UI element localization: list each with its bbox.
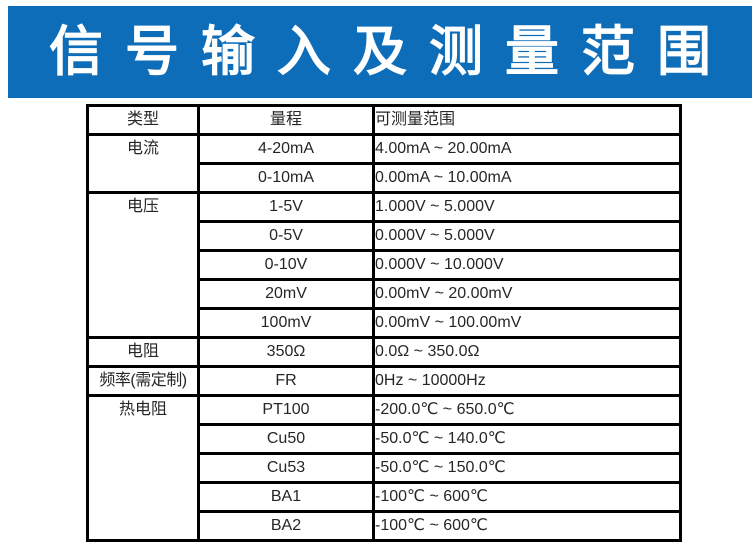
value-cell: 0.00mV ~ 100.00mV <box>372 307 682 339</box>
value-cell: 0.00mV ~ 20.00mV <box>372 278 682 310</box>
table-row: Cu50 -50.0℃ ~ 140.0℃ <box>88 423 682 455</box>
table-row: 100mV 0.00mV ~ 100.00mV <box>88 307 682 339</box>
value-cell: 0Hz ~ 10000Hz <box>372 365 682 397</box>
value-cell: -200.0℃ ~ 650.0℃ <box>372 394 682 426</box>
table-row: 电阻 350Ω 0.0Ω ~ 350.0Ω <box>86 336 682 368</box>
range-cell: 0-10V <box>197 249 375 281</box>
value-cell: 0.0Ω ~ 350.0Ω <box>372 336 682 368</box>
range-cell: Cu50 <box>197 423 375 455</box>
type-cell-current: 电流 <box>86 133 200 194</box>
range-cell: 1-5V <box>197 191 375 223</box>
value-cell: -50.0℃ ~ 140.0℃ <box>372 423 682 455</box>
page-title: 信号输入及测量范围 <box>49 22 733 82</box>
range-cell: PT100 <box>197 394 375 426</box>
type-cell-voltage: 电压 <box>86 191 200 339</box>
table-row: 0-5V 0.000V ~ 5.000V <box>88 220 682 252</box>
table-row: 20mV 0.00mV ~ 20.00mV <box>88 278 682 310</box>
value-cell: 4.00mA ~ 20.00mA <box>372 133 682 165</box>
range-cell: BA2 <box>197 510 375 542</box>
table-row: 电流 4-20mA 4.00mA ~ 20.00mA <box>86 133 682 194</box>
type-cell-resistance: 电阻 <box>86 336 200 368</box>
page-banner: 信号输入及测量范围 <box>8 6 752 98</box>
table-row: 频率(需定制) FR 0Hz ~ 10000Hz <box>86 365 682 397</box>
value-cell: 0.000V ~ 10.000V <box>372 249 682 281</box>
table-row: Cu53 -50.0℃ ~ 150.0℃ <box>88 452 682 484</box>
range-cell: 20mV <box>197 278 375 310</box>
value-cell: -50.0℃ ~ 150.0℃ <box>372 452 682 484</box>
value-cell: -100℃ ~ 600℃ <box>372 510 682 542</box>
type-cell-rtd: 热电阻 <box>86 394 200 542</box>
table-row: 0-10mA 0.00mA ~ 10.00mA <box>88 162 682 194</box>
range-cell: 0-5V <box>197 220 375 252</box>
column-header-type: 类型 <box>86 104 200 136</box>
value-cell: -100℃ ~ 600℃ <box>372 481 682 513</box>
range-cell: Cu53 <box>197 452 375 484</box>
signal-table: 类型 量程 可测量范围 电流 4-20mA 4.00mA ~ 20.00mA 0… <box>86 104 682 542</box>
range-cell: 100mV <box>197 307 375 339</box>
value-cell: 1.000V ~ 5.000V <box>372 191 682 223</box>
type-cell-frequency: 频率(需定制) <box>86 365 200 397</box>
table-row: 电压 1-5V 1.000V ~ 5.000V <box>86 191 682 339</box>
range-cell: 350Ω <box>197 336 375 368</box>
value-cell: 0.00mA ~ 10.00mA <box>372 162 682 194</box>
range-cell: BA1 <box>197 481 375 513</box>
range-cell: 4-20mA <box>197 133 375 165</box>
column-header-range: 量程 <box>197 104 375 136</box>
range-cell: 0-10mA <box>197 162 375 194</box>
range-cell: FR <box>197 365 375 397</box>
signal-table-container: 类型 量程 可测量范围 电流 4-20mA 4.00mA ~ 20.00mA 0… <box>86 104 682 542</box>
table-row: BA2 -100℃ ~ 600℃ <box>88 510 682 542</box>
value-cell: 0.000V ~ 5.000V <box>372 220 682 252</box>
column-header-measurable: 可测量范围 <box>372 104 682 136</box>
table-row: 0-10V 0.000V ~ 10.000V <box>88 249 682 281</box>
table-row: 热电阻 PT100 -200.0℃ ~ 650.0℃ <box>86 394 682 542</box>
header-row: 类型 量程 可测量范围 <box>86 104 682 136</box>
table-row: BA1 -100℃ ~ 600℃ <box>88 481 682 513</box>
